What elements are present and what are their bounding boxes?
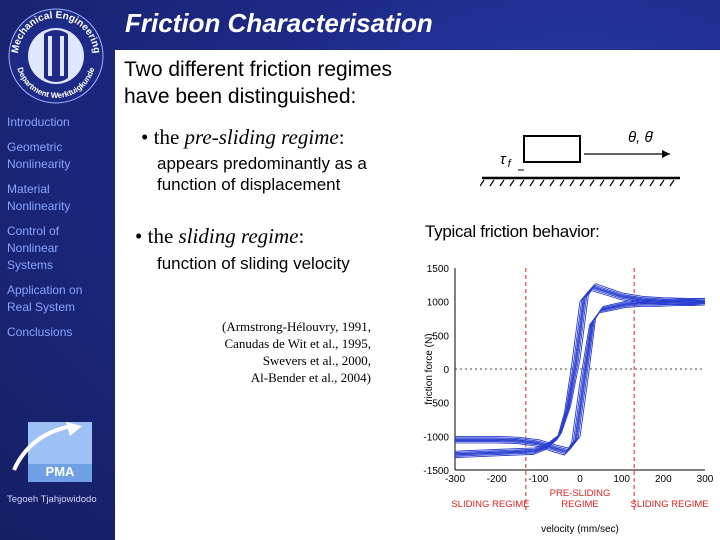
bullet-pre-sliding-term: pre-sliding regime <box>184 125 339 149</box>
region-label: PRE-SLIDING <box>550 488 611 499</box>
sliding-description: function of sliding velocity <box>157 254 350 273</box>
slide-content: Two different friction regimes have been… <box>115 50 720 540</box>
region-label: SLIDING REGIME <box>451 499 529 510</box>
arrow-icon <box>66 422 82 436</box>
sidebar: Mechanical Engineering Department Werktu… <box>0 0 115 540</box>
region-label: REGIME <box>561 499 598 510</box>
series-upper-line <box>455 283 706 452</box>
x-tick-label: 0 <box>577 474 583 485</box>
x-tick-label: 200 <box>655 474 672 485</box>
x-axis-label: velocity (mm/sec) <box>541 524 619 535</box>
y-tick-label: -1000 <box>423 432 449 443</box>
series-lower-line <box>455 300 706 452</box>
y-tick-label: 0 <box>443 365 449 376</box>
tau-subscript: f <box>508 158 512 170</box>
chart-title: Typical friction behavior: <box>425 222 600 241</box>
nav-control-of-nonlinear-systems[interactable]: Control of Nonlinear Systems <box>7 224 60 272</box>
sidebar-nav: Introduction Geometric Nonlinearity Mate… <box>7 114 115 349</box>
nav-conclusions[interactable]: Conclusions <box>7 325 73 339</box>
bullet-sliding: • the sliding regime: <box>135 224 304 249</box>
nav-material-nonlinearity[interactable]: Material Nonlinearity <box>7 182 71 213</box>
block <box>523 135 581 163</box>
ground-hatch <box>480 179 675 187</box>
x-tick-label: -300 <box>445 474 465 485</box>
bullet-pre-sliding: • the pre-sliding regime: <box>141 125 345 150</box>
series-lower-line <box>454 303 706 455</box>
author-name: Tegoeh Tjahjowidodo <box>7 494 97 505</box>
y-tick-label: 1500 <box>427 264 450 275</box>
series-lower-line <box>455 299 706 451</box>
nav-application-on-real-system[interactable]: Application on Real System <box>7 283 83 314</box>
x-tick-label: -100 <box>528 474 548 485</box>
slide-title: Friction Characterisation <box>125 8 433 38</box>
bullet-pre-sliding-lead: the <box>153 125 185 149</box>
bullet-marker: • <box>135 224 143 248</box>
bullet-marker: • <box>141 125 149 149</box>
y-tick-label: -500 <box>429 399 449 410</box>
tau-symbol: τ <box>500 151 507 168</box>
references: (Armstrong-Hélouvry, 1991, Canudas de Wi… <box>222 319 371 385</box>
arrow-head-icon <box>662 150 670 158</box>
theta-label: θ, θ̇ <box>628 129 654 146</box>
series-lower-line <box>455 301 706 453</box>
y-tick-label: -1500 <box>423 466 449 477</box>
series-upper-line <box>454 288 705 457</box>
series-upper-line <box>454 285 706 455</box>
pre-sliding-description: appears predominantly as a function of d… <box>157 154 367 194</box>
nav-geometric-nonlinearity[interactable]: Geometric Nonlinearity <box>7 140 71 171</box>
bullet-sliding-lead: the <box>147 224 179 248</box>
series-lower-line <box>455 297 706 450</box>
pma-logo: PMA <box>12 422 92 482</box>
y-tick-label: 500 <box>432 331 449 342</box>
intro-text: Two different friction regimes have been… <box>124 58 393 108</box>
pma-label: PMA <box>46 464 76 479</box>
series-lower-line <box>454 302 706 454</box>
bullet-sliding-colon: : <box>298 224 305 248</box>
region-label: SLIDING REGIME <box>631 499 709 510</box>
y-tick-label: 1000 <box>427 298 450 309</box>
department-logo: Mechanical Engineering Department Werktu… <box>8 8 104 104</box>
y-axis-label: friction force (N) <box>424 333 435 404</box>
nav-introduction[interactable]: Introduction <box>7 115 70 129</box>
series-upper-line <box>454 284 706 454</box>
swoosh-icon <box>12 424 73 471</box>
x-tick-label: 100 <box>613 474 630 485</box>
series-lower-line <box>454 304 705 456</box>
bullet-pre-sliding-colon: : <box>338 125 345 149</box>
x-tick-label: 300 <box>697 474 714 485</box>
bullet-sliding-term: sliding regime <box>178 224 299 248</box>
x-tick-label: -200 <box>487 474 507 485</box>
